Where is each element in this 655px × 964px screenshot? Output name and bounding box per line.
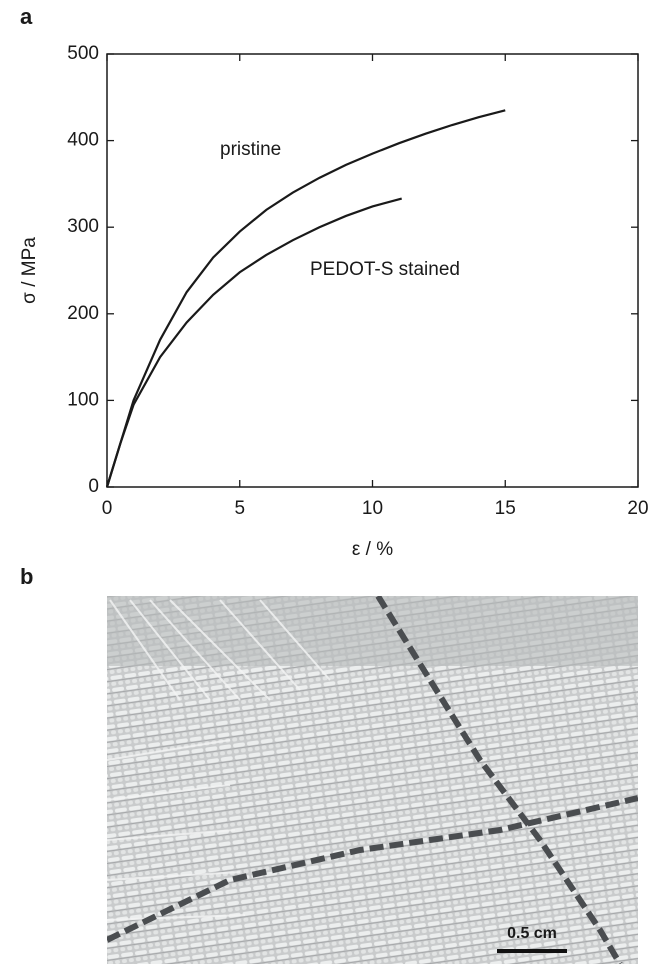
y-tick-label: 200 [67,303,99,324]
x-axis-label: ε / % [352,539,393,560]
panel-label: b [20,564,33,589]
panel-label: a [20,4,33,29]
scale-bar-label: 0.5 cm [507,925,557,942]
y-tick-label: 100 [67,389,99,410]
line [105,109,506,488]
photo: 0.5 cm [107,596,638,964]
y-tick-label: 500 [67,43,99,64]
curve-label: pristine [220,139,281,160]
curve-label: PEDOT-S stained [310,259,460,280]
x-tick-label: 20 [627,498,648,519]
x-tick-label: 5 [234,498,245,519]
line [105,197,402,488]
y-tick-label: 400 [67,130,99,151]
y-axis-label: σ / MPa [19,237,40,304]
y-tick-label: 0 [88,476,99,497]
x-tick-label: 0 [102,498,113,519]
x-tick-label: 15 [495,498,516,519]
x-tick-label: 10 [362,498,383,519]
y-tick-label: 300 [67,216,99,237]
